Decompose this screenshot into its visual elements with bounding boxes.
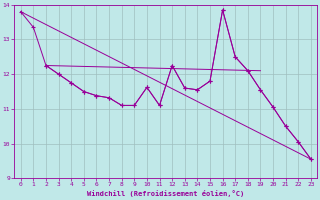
- X-axis label: Windchill (Refroidissement éolien,°C): Windchill (Refroidissement éolien,°C): [87, 190, 244, 197]
